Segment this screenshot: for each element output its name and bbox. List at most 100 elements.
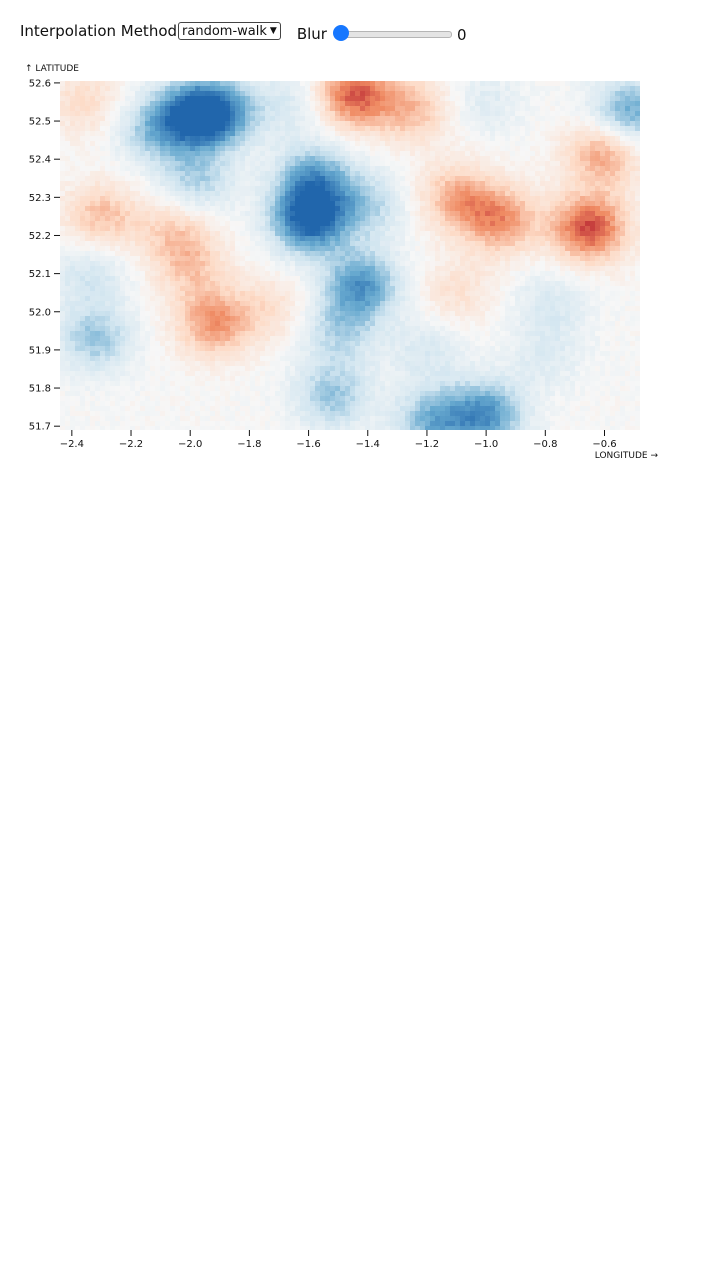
heatmap-cell — [455, 151, 460, 156]
heatmap-cell — [300, 186, 305, 191]
heatmap-cell — [245, 106, 250, 111]
heatmap-cell — [60, 111, 65, 116]
heatmap-cell — [260, 206, 265, 211]
heatmap-cell — [335, 131, 340, 136]
heatmap-cell — [230, 161, 235, 166]
heatmap-cell — [225, 266, 230, 271]
blur-slider-thumb[interactable] — [332, 24, 349, 41]
heatmap-cell — [410, 171, 415, 176]
heatmap-cell — [595, 276, 600, 281]
heatmap-cell — [310, 111, 315, 116]
heatmap-cell — [610, 241, 615, 246]
heatmap-cell — [365, 276, 370, 281]
heatmap-cell — [335, 111, 340, 116]
heatmap-cell — [60, 196, 65, 201]
heatmap-cell — [185, 181, 190, 186]
heatmap-cell — [140, 206, 145, 211]
heatmap-cell — [120, 131, 125, 136]
heatmap-cell — [285, 221, 290, 226]
heatmap-cell — [430, 231, 435, 236]
blur-slider[interactable] — [332, 23, 454, 43]
heatmap-cell — [610, 216, 615, 221]
heatmap-cell — [375, 286, 380, 291]
heatmap-cell — [555, 221, 560, 226]
heatmap-cell — [250, 181, 255, 186]
heatmap-cell — [295, 146, 300, 151]
heatmap-cell — [445, 241, 450, 246]
heatmap-cell — [385, 231, 390, 236]
heatmap-cell — [285, 261, 290, 266]
heatmap-cell — [355, 116, 360, 121]
heatmap-cell — [245, 151, 250, 156]
heatmap-cell — [90, 181, 95, 186]
heatmap-cell — [310, 251, 315, 256]
heatmap-cell — [455, 156, 460, 161]
heatmap-cell — [535, 141, 540, 146]
heatmap-cell — [425, 136, 430, 141]
heatmap-cell — [225, 246, 230, 251]
heatmap-cell — [360, 251, 365, 256]
heatmap-cell — [295, 81, 300, 86]
heatmap-cell — [355, 156, 360, 161]
heatmap-cell — [440, 101, 445, 106]
heatmap-cell — [380, 151, 385, 156]
heatmap-cell — [145, 141, 150, 146]
heatmap-cell — [260, 86, 265, 91]
heatmap-cell — [565, 236, 570, 241]
heatmap-cell — [250, 111, 255, 116]
heatmap-cell — [125, 116, 130, 121]
heatmap-cell — [170, 156, 175, 161]
heatmap-cell — [195, 121, 200, 126]
heatmap-cell — [195, 201, 200, 206]
heatmap-cell — [625, 231, 630, 236]
heatmap-cell — [220, 226, 225, 231]
heatmap-cell — [420, 96, 425, 101]
heatmap-cell — [195, 146, 200, 151]
heatmap-cell — [260, 226, 265, 231]
heatmap-cell — [225, 121, 230, 126]
heatmap-cell — [395, 131, 400, 136]
interpolation-method-select[interactable]: random-walk ▼ — [178, 22, 281, 40]
heatmap-cell — [610, 161, 615, 166]
heatmap-cell — [350, 251, 355, 256]
heatmap-cell — [635, 281, 640, 286]
heatmap-cell — [185, 206, 190, 211]
heatmap-cell — [210, 246, 215, 251]
heatmap-cell — [240, 281, 245, 286]
heatmap-cell — [365, 271, 370, 276]
heatmap-cell — [435, 226, 440, 231]
heatmap-cell — [150, 131, 155, 136]
heatmap-cell — [345, 156, 350, 161]
heatmap-cell — [165, 221, 170, 226]
heatmap-cell — [220, 151, 225, 156]
heatmap-cell — [540, 116, 545, 121]
heatmap-cell — [630, 281, 635, 286]
heatmap-cell — [605, 211, 610, 216]
heatmap-cell — [250, 241, 255, 246]
heatmap-cell — [165, 266, 170, 271]
heatmap-cell — [545, 111, 550, 116]
heatmap-cell — [505, 136, 510, 141]
heatmap-cell — [365, 266, 370, 271]
heatmap-cell — [400, 276, 405, 281]
heatmap-cell — [65, 81, 70, 86]
heatmap-cell — [615, 246, 620, 251]
heatmap-cell — [185, 241, 190, 246]
heatmap-cell — [150, 156, 155, 161]
heatmap-cell — [200, 266, 205, 271]
heatmap-cell — [240, 101, 245, 106]
heatmap-cell — [115, 146, 120, 151]
heatmap-cell — [185, 201, 190, 206]
heatmap-cell — [605, 166, 610, 171]
heatmap-cell — [230, 281, 235, 286]
heatmap-cell — [465, 201, 470, 206]
heatmap-cell — [515, 216, 520, 221]
heatmap-cell — [220, 206, 225, 211]
heatmap-cell — [340, 271, 345, 276]
heatmap-cell — [140, 176, 145, 181]
heatmap-cell — [285, 196, 290, 201]
heatmap-cell — [320, 276, 325, 281]
heatmap-cell — [475, 256, 480, 261]
heatmap-cell — [570, 211, 575, 216]
heatmap-cell — [360, 196, 365, 201]
